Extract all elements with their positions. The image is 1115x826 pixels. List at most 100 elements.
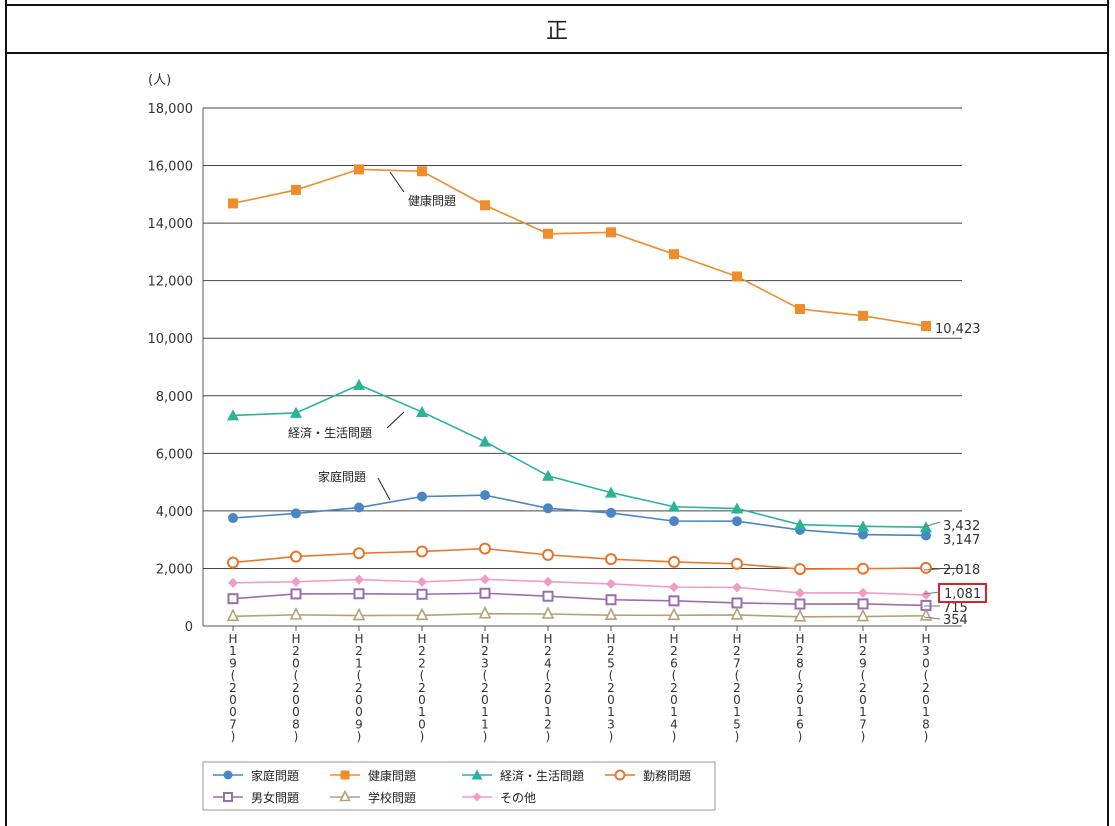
data-point bbox=[416, 405, 428, 417]
data-point bbox=[669, 582, 679, 593]
highlight-box bbox=[938, 583, 987, 603]
x-tick-label: ( bbox=[861, 669, 866, 683]
x-tick-label: 2 bbox=[481, 681, 489, 695]
data-point bbox=[605, 486, 617, 498]
data-point bbox=[668, 595, 680, 607]
data-point bbox=[731, 502, 743, 514]
x-tick-label: 2 bbox=[292, 681, 300, 695]
data-point bbox=[339, 789, 351, 802]
data-point bbox=[480, 490, 490, 501]
leader-health bbox=[389, 171, 405, 193]
data-point bbox=[353, 378, 365, 390]
x-tick-label: 2 bbox=[544, 681, 552, 695]
x-tick-label: H bbox=[228, 632, 237, 646]
x-tick-label: ) bbox=[924, 730, 929, 744]
y-tick-label: 12,000 bbox=[148, 275, 194, 290]
x-tick-label: 7 bbox=[859, 717, 867, 731]
series-line bbox=[232, 592, 927, 607]
x-tick-label: ( bbox=[420, 669, 425, 683]
x-tick-label: 4 bbox=[544, 656, 552, 670]
x-tick-label: 9 bbox=[229, 656, 237, 670]
series-circle bbox=[228, 490, 931, 541]
data-point bbox=[228, 513, 238, 524]
x-tick-label: 0 bbox=[922, 656, 930, 670]
x-tick-label: 0 bbox=[733, 693, 741, 707]
x-tick-label: H bbox=[858, 632, 867, 646]
x-tick-label: ( bbox=[231, 669, 236, 683]
data-point bbox=[290, 406, 302, 418]
end-label-gender: 715 bbox=[943, 601, 968, 616]
data-point bbox=[228, 198, 238, 209]
legend-item: 勤務問題 bbox=[605, 769, 691, 783]
x-tick-label: 0 bbox=[292, 705, 300, 719]
x-tick-label: 3 bbox=[607, 717, 615, 731]
series-line bbox=[232, 168, 927, 327]
x-tick-label: H bbox=[606, 632, 615, 646]
x-tick-label: 0 bbox=[418, 693, 426, 707]
x-tick-label: H bbox=[480, 632, 489, 646]
data-point bbox=[479, 435, 491, 447]
x-tick-label: ( bbox=[672, 669, 677, 683]
data-point bbox=[730, 607, 744, 620]
x-tick-label: 0 bbox=[796, 693, 804, 707]
data-point bbox=[606, 227, 616, 238]
data-point bbox=[227, 593, 239, 605]
series-diamond bbox=[228, 574, 931, 600]
data-point bbox=[226, 608, 240, 622]
x-tick-label: 2 bbox=[733, 681, 741, 695]
data-point bbox=[417, 166, 427, 177]
data-point bbox=[794, 598, 806, 610]
x-tick-label: 1 bbox=[544, 705, 552, 719]
x-tick-label: 3 bbox=[481, 656, 489, 670]
x-tick-label: ( bbox=[483, 669, 488, 683]
legend-label: 家庭問題 bbox=[251, 768, 299, 783]
x-tick-label: 0 bbox=[670, 693, 678, 707]
x-tick-label: ) bbox=[672, 730, 677, 744]
x-tick-label: 5 bbox=[733, 717, 741, 731]
x-tick-label: 5 bbox=[607, 656, 615, 670]
x-tick-label: H bbox=[795, 632, 804, 646]
x-tick-label: 8 bbox=[922, 717, 930, 731]
x-tick-label: 0 bbox=[292, 693, 300, 707]
x-tick-label: 7 bbox=[229, 717, 237, 731]
x-tick-label: 0 bbox=[859, 693, 867, 707]
data-point bbox=[606, 578, 616, 589]
data-point bbox=[415, 607, 429, 621]
x-tick-label: ) bbox=[546, 730, 551, 744]
series-line bbox=[232, 494, 927, 537]
y-tick-label: 8,000 bbox=[156, 390, 193, 405]
series-square bbox=[228, 164, 931, 332]
data-point bbox=[605, 594, 617, 606]
series-open-square bbox=[227, 587, 932, 611]
y-tick-label: 16,000 bbox=[148, 160, 194, 175]
data-point bbox=[417, 491, 427, 502]
legend-item: 経済・生活問題 bbox=[462, 768, 584, 783]
data-point bbox=[793, 609, 807, 622]
legend-item: その他 bbox=[462, 791, 536, 805]
y-tick-label: 6,000 bbox=[156, 447, 193, 462]
x-tick-label: 1 bbox=[418, 705, 426, 719]
annotations: 健康問題 経済・生活問題 家庭問題 bbox=[288, 171, 456, 501]
y-tick-label: 10,000 bbox=[148, 332, 194, 347]
data-point bbox=[290, 588, 302, 600]
x-tick-label: ( bbox=[357, 669, 362, 683]
data-point bbox=[354, 502, 364, 513]
series-open-triangle bbox=[226, 605, 933, 622]
header-label: 正 bbox=[545, 19, 568, 44]
annotation-health: 健康問題 bbox=[408, 193, 456, 208]
data-point bbox=[605, 553, 617, 566]
data-point bbox=[668, 500, 680, 512]
legend-item: 男女問題 bbox=[213, 790, 299, 805]
x-tick-label: ) bbox=[357, 730, 362, 744]
x-tick-label: 1 bbox=[607, 705, 615, 719]
x-tick-label: 1 bbox=[859, 705, 867, 719]
data-point bbox=[291, 576, 301, 587]
data-point bbox=[479, 542, 491, 555]
x-tick-label: 6 bbox=[796, 717, 804, 731]
end-label-school: 354 bbox=[943, 613, 968, 628]
data-point bbox=[353, 588, 365, 600]
data-point bbox=[353, 547, 365, 560]
data-point bbox=[340, 770, 350, 780]
x-tick-label: H bbox=[921, 632, 930, 646]
data-point bbox=[543, 228, 553, 239]
